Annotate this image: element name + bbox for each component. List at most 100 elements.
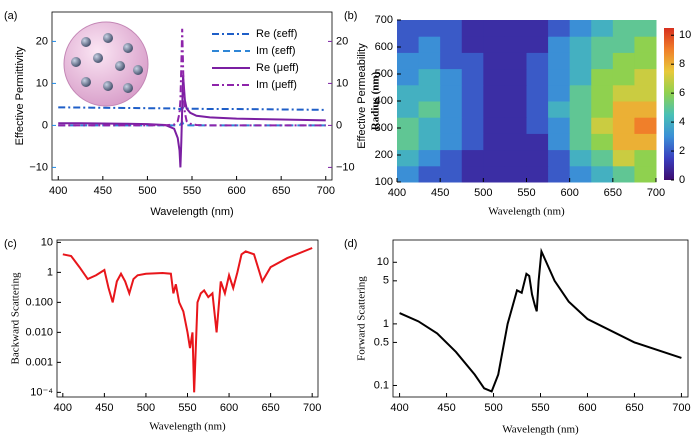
heatmap-cell [483,149,506,167]
x-tick-label: 600 [578,402,596,414]
y-tick-label: 5 [383,275,389,287]
heatmap-cell [440,68,463,86]
heatmap-cell [504,101,527,118]
y-axis-label: Backward Scattering [10,272,22,364]
heatmap-cell [418,101,441,118]
heatmap-cell [548,101,571,118]
heatmap-cell [440,133,463,151]
x-tick-label: 700 [672,402,690,414]
heatmap-cell [591,20,614,37]
inset-sphere [63,21,149,107]
colorbar-tick-label: 10 [679,29,691,41]
y-tick-label: 100 [375,176,393,188]
heatmap-cell [440,20,463,37]
heatmap-cell [548,84,571,102]
y-tick-label: 0.5 [374,336,389,348]
panel-label: (c) [4,238,17,250]
heatmap-cell [397,133,420,151]
heatmap-cell [440,117,463,134]
y2-tick-label: 20 [336,35,348,47]
y-tick-label: 500 [375,68,393,80]
x-tick-label: 700 [647,187,665,199]
heatmap-cell [397,117,420,134]
heatmap-cell [461,84,484,102]
y-tick-label: 1 [383,318,389,330]
x-tick-label: 400 [390,402,408,414]
heatmap-cell [504,36,527,53]
y-tick-label: 10 [36,77,48,89]
x-axis-label: Wavelength (nm) [488,206,565,218]
heatmap-cell [634,52,657,70]
x-tick-label: 400 [54,402,72,414]
y-tick-label: 600 [375,41,393,53]
y-axis-label: Radius (nm) [370,71,382,130]
heatmap-cell [634,20,657,37]
heatmap-cell [504,84,527,102]
heatmap-cell [526,20,549,37]
colorbar-tick-label: 8 [679,58,685,70]
heatmap-cell [612,165,635,183]
y-tick-label: 700 [375,14,393,26]
heatmap-cell [634,36,657,53]
heatmap-cell [634,84,657,102]
x-tick-label: 600 [220,402,238,414]
heatmap-cell [569,84,592,102]
heatmap-cell [461,149,484,167]
x-tick-label: 450 [94,185,112,197]
heatmap-cell [591,117,614,134]
panel: Re (εeff) Im (εeff) Re (μeff) Im (μeff) 400 4… [4,10,368,218]
heatmap-cell [440,149,463,167]
heatmap-cell [612,52,635,70]
heatmap-cell [418,36,441,53]
heatmap-cell [397,20,420,37]
heatmap-cell [569,101,592,118]
y-axis-label: Effective Permittivity [14,46,26,145]
heatmap-cell [526,165,549,183]
heatmap-cell [569,68,592,86]
heatmap-cell [548,133,571,151]
heatmap-cell [461,20,484,37]
x-tick-label: 550 [517,187,535,199]
heatmap-cell [591,149,614,167]
y-tick-label: −10 [29,161,48,173]
heatmap-cell [569,165,592,183]
heatmap-cell [461,101,484,118]
y-tick-label: 300 [375,122,393,134]
heatmap-cell [591,52,614,70]
x-tick-label: 500 [138,185,156,197]
x-tick-label: 650 [261,402,279,414]
heatmap-cell [418,68,441,86]
heatmap-cell [397,52,420,70]
y-tick-label: 0 [42,119,48,131]
y-tick-label: 0.100 [25,296,53,308]
colorbar-tick-label: 0 [679,174,685,186]
heatmap-cell [418,149,441,167]
heatmap-cell [461,117,484,134]
heatmap-cell [483,52,506,70]
heatmap-cell [483,101,506,118]
heatmap-cell [612,133,635,151]
heatmap-cell [526,117,549,134]
x-tick-label: 450 [437,402,455,414]
x-tick-label: 450 [95,402,113,414]
heatmap-cell [526,149,549,167]
heatmap-cell [634,149,657,167]
x-tick-label: 600 [560,187,578,199]
panel-label: (b) [344,10,357,22]
heatmap-cell [612,84,635,102]
colorbar-tick-label: 2 [679,145,685,157]
y2-tick-label: 0 [336,119,342,131]
heatmap-cell [548,20,571,37]
legend-label: Re (μeff) [256,62,299,74]
heatmap-cell [461,165,484,183]
heatmap-cell [634,68,657,86]
heatmap-cell [634,101,657,118]
y-tick-label: 0.1 [374,379,389,391]
heatmap-cell [504,68,527,86]
heatmap-cell [504,133,527,151]
heatmap-cell [569,133,592,151]
heatmap-cell [634,117,657,134]
heatmap-cell [526,36,549,53]
y-tick-label: 10 [377,256,389,268]
heatmap-cell [612,68,635,86]
